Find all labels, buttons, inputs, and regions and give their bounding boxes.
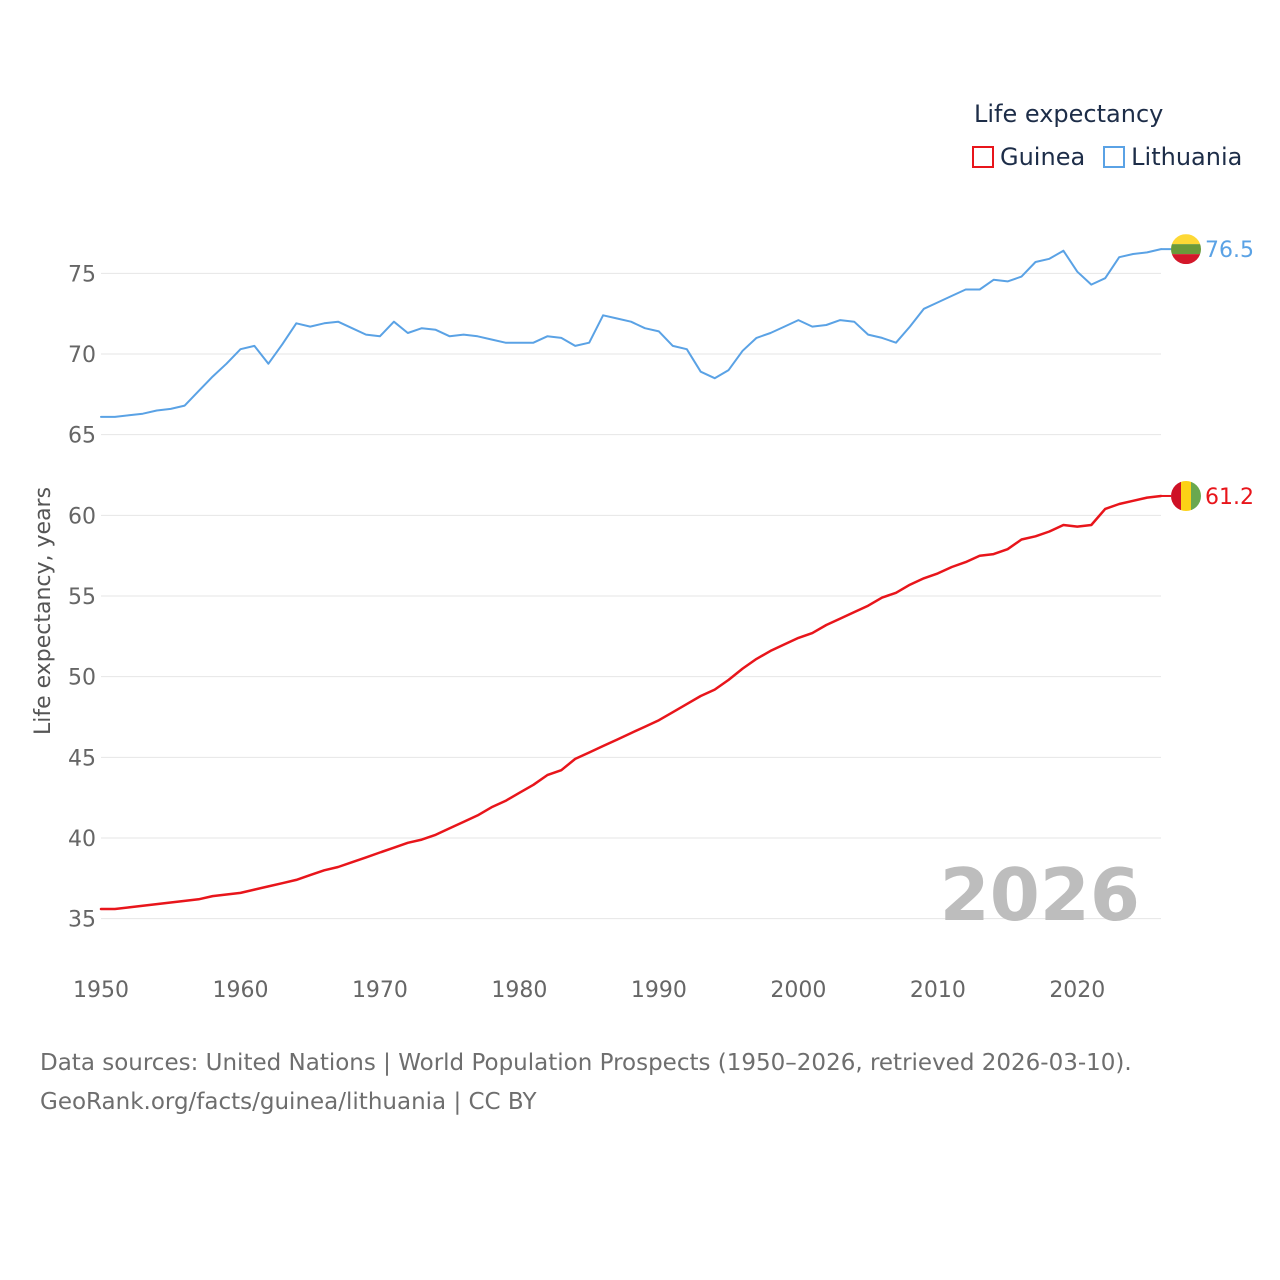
- y-tick-label-35: 35: [68, 908, 96, 933]
- y-tick-label-60: 60: [68, 504, 96, 529]
- y-tick-label-45: 45: [68, 746, 96, 771]
- x-tick-label-1970: 1970: [352, 978, 408, 1003]
- legend-title: Life expectancy: [974, 100, 1164, 128]
- source-line-2[interactable]: GeoRank.org/facts/guinea/lithuania | CC …: [40, 1089, 537, 1115]
- y-tick-label-50: 50: [68, 666, 96, 691]
- y-tick-label-55: 55: [68, 585, 96, 610]
- lithuania-flag-icon: [1171, 234, 1201, 265]
- x-tick-label-1950: 1950: [73, 978, 129, 1003]
- legend: Guinea Lithuania: [972, 143, 1260, 171]
- source-line-1: Data sources: United Nations | World Pop…: [40, 1050, 1132, 1076]
- legend-label-lithuania: Lithuania: [1131, 143, 1243, 171]
- guinea-flag-icon: [1171, 480, 1201, 511]
- source-note: Data sources: United Nations | World Pop…: [40, 1044, 1132, 1122]
- x-tick-label-1960: 1960: [212, 978, 268, 1003]
- series-line-guinea: [99, 494, 1163, 911]
- legend-item-lithuania[interactable]: Lithuania: [1103, 143, 1242, 171]
- y-tick-label-75: 75: [68, 262, 96, 287]
- x-tick-label-1990: 1990: [631, 978, 687, 1003]
- y-tick-label-65: 65: [68, 424, 96, 449]
- series-line-lithuania: [100, 248, 1162, 418]
- end-value-label-guinea: 61.2: [1205, 485, 1254, 510]
- y-tick-label-40: 40: [68, 827, 96, 852]
- year-watermark: 2026: [940, 853, 1140, 937]
- end-value-label-lithuania: 76.5: [1205, 238, 1254, 263]
- x-tick-label-2020: 2020: [1049, 978, 1105, 1003]
- legend-item-guinea[interactable]: Guinea: [972, 143, 1085, 171]
- y-tick-label-70: 70: [68, 343, 96, 368]
- x-tick-label-2000: 2000: [770, 978, 826, 1003]
- legend-label-guinea: Guinea: [1000, 143, 1086, 171]
- x-tick-label-2010: 2010: [910, 978, 966, 1003]
- x-tick-label-1980: 1980: [491, 978, 547, 1003]
- y-axis-title: Life expectancy, years: [31, 487, 56, 735]
- legend-swatch-lithuania: [1103, 146, 1126, 168]
- legend-swatch-guinea: [972, 146, 994, 168]
